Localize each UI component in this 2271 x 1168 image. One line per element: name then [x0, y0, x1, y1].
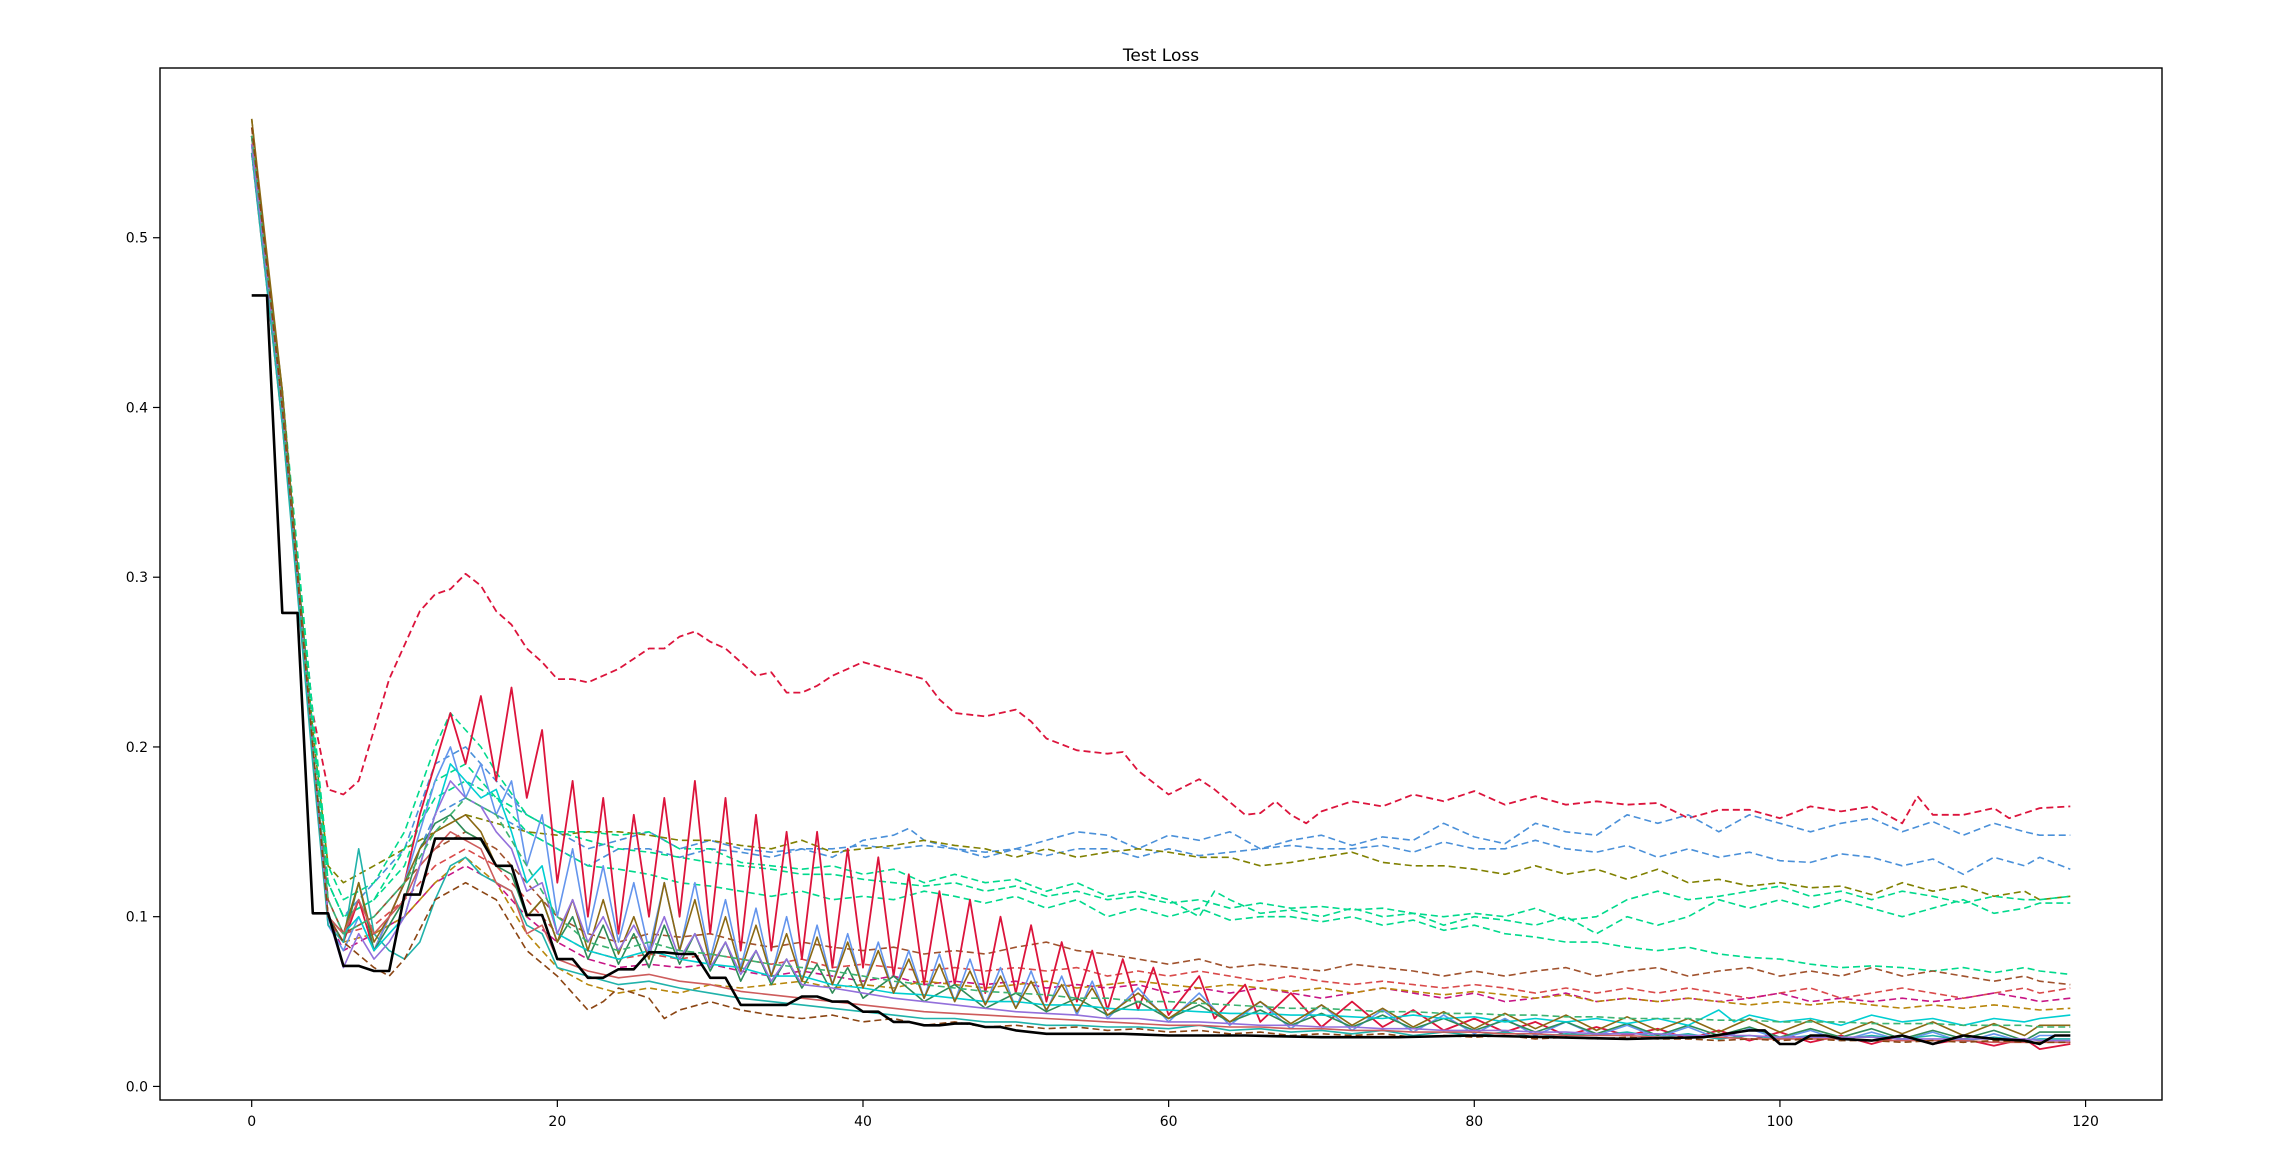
y-axis: 0.0 0.1 0.2 0.3 0.4 0.5 [126, 231, 160, 1095]
y-tick-label: 0.5 [126, 231, 148, 247]
series-line-5 [250, 135, 2071, 935]
series-line-20 [250, 135, 2071, 1028]
series-line-11 [250, 135, 2071, 1011]
series-line-21 [250, 127, 2071, 1044]
y-tick-label: 0.4 [126, 400, 148, 416]
x-tick-label: 40 [854, 1114, 872, 1130]
y-tick-label: 0.1 [126, 910, 148, 926]
x-tick-label: 80 [1465, 1114, 1483, 1130]
series-line-18 [250, 135, 2071, 1044]
series-layer [250, 118, 2071, 1050]
series-line-16 [250, 135, 2071, 1027]
chart-title: Test Loss [1122, 46, 1199, 66]
x-axis: 0 20 40 60 80 100 120 [247, 1100, 2099, 1130]
y-tick-label: 0.0 [126, 1079, 148, 1095]
series-line-6 [250, 144, 2071, 976]
series-line-1 [250, 135, 2071, 825]
series-line-9 [250, 152, 2071, 999]
y-tick-label: 0.3 [126, 570, 148, 586]
x-tick-label: 0 [247, 1114, 256, 1130]
series-line-15 [250, 152, 2071, 1042]
x-tick-label: 20 [548, 1114, 566, 1130]
x-tick-label: 120 [2072, 1114, 2099, 1130]
x-tick-label: 60 [1160, 1114, 1178, 1130]
series-line-4 [250, 118, 2071, 901]
series-line-10 [250, 152, 2071, 1003]
series-line-2 [250, 135, 2071, 918]
y-tick-label: 0.2 [126, 740, 148, 756]
series-line-0 [251, 294, 2071, 1046]
series-line-7 [250, 135, 2071, 921]
x-tick-label: 100 [1767, 1114, 1794, 1130]
plot-frame [159, 67, 2163, 1101]
